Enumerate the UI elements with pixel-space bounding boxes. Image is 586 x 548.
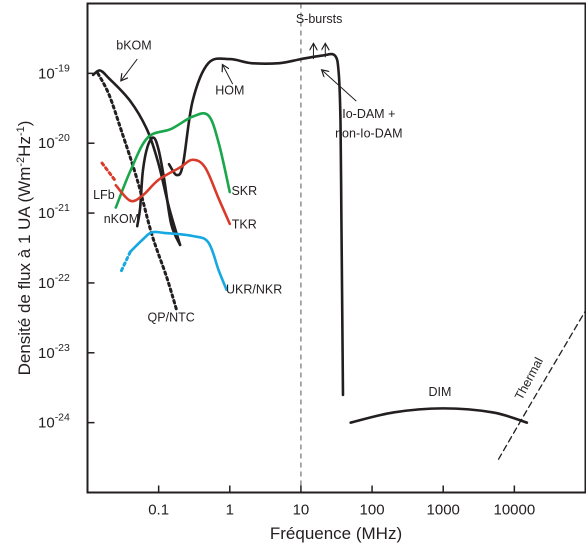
label-skr: SKR bbox=[231, 184, 257, 198]
series-skr bbox=[114, 111, 232, 209]
x-tick-label: 0.1 bbox=[148, 502, 169, 519]
y-tick-label: 10-24 bbox=[38, 412, 70, 432]
label-lfb: LFb bbox=[93, 188, 115, 202]
arrow-bkom bbox=[121, 58, 138, 80]
label-s-bursts: S-bursts bbox=[296, 12, 343, 26]
x-tick-label: 1000 bbox=[427, 502, 460, 519]
series-dim bbox=[349, 407, 529, 424]
series-nkom bbox=[135, 136, 182, 247]
label-dim: DIM bbox=[428, 385, 451, 399]
y-tick-label: 10-21 bbox=[38, 202, 70, 222]
x-axis-title: Fréquence (MHz) bbox=[270, 524, 402, 543]
arrow-hom bbox=[223, 65, 234, 85]
y-tick-label: 10-23 bbox=[38, 342, 70, 362]
axis-layer: 0.1 1 10 100 1000 1000010-1910-2010-2110-2210… bbox=[38, 62, 535, 518]
label-layer: bKOM HOM S-bursts Io-DAM + non-Io-DAM SKR LFb T… bbox=[93, 12, 546, 402]
series-lfb bbox=[100, 161, 117, 182]
arrow-iodam bbox=[322, 70, 357, 102]
label-bkom: bKOM bbox=[116, 38, 151, 52]
y-tick-base: 10 bbox=[38, 415, 55, 432]
y-axis-title: Densité de flux à 1 UA (Wm-2Hz-1) bbox=[15, 121, 34, 376]
label-hom: HOM bbox=[215, 83, 244, 97]
label-non-io-dam: non-Io-DAM bbox=[335, 127, 402, 141]
series-ukr-nkr bbox=[129, 230, 228, 291]
y-tick-exp: -19 bbox=[55, 62, 70, 74]
y-tick-base: 10 bbox=[38, 345, 55, 362]
plot-layer bbox=[91, 3, 586, 493]
y-tick-base: 10 bbox=[38, 205, 55, 222]
x-tick-label: 100 bbox=[360, 502, 385, 519]
y-tick-base: 10 bbox=[38, 65, 55, 82]
y-tick-exp: -24 bbox=[55, 412, 70, 424]
label-thermal: Thermal bbox=[512, 355, 546, 402]
label-tkr: TKR bbox=[232, 218, 257, 232]
series-tkr bbox=[114, 158, 232, 226]
y-tick-label: 10-20 bbox=[38, 132, 70, 152]
y-tick-label: 10-19 bbox=[38, 62, 70, 82]
x-tick-label: 10000 bbox=[493, 502, 535, 519]
y-tick-exp: -22 bbox=[55, 272, 70, 284]
y-tick-exp: -20 bbox=[55, 132, 70, 144]
x-tick-label: 1 bbox=[226, 502, 234, 519]
series-thermal bbox=[497, 310, 586, 460]
series-hom bbox=[167, 52, 345, 397]
y-tick-exp: -21 bbox=[55, 202, 70, 214]
label-ukr-nkr: UKR/NKR bbox=[226, 283, 282, 297]
label-nkom: nKOM bbox=[104, 212, 139, 226]
series-qp-ntc bbox=[96, 71, 179, 313]
y-tick-exp: -23 bbox=[55, 342, 70, 354]
y-tick-base: 10 bbox=[38, 135, 55, 152]
y-tick-label: 10-22 bbox=[38, 272, 70, 292]
plot-frame bbox=[86, 2, 586, 494]
label-qp-ntc: QP/NTC bbox=[148, 311, 195, 325]
series-ukr-nkr-ext bbox=[119, 250, 132, 273]
x-tick-label: 10 bbox=[293, 502, 310, 519]
y-tick-base: 10 bbox=[38, 275, 55, 292]
label-io-dam: Io-DAM + bbox=[342, 107, 395, 121]
